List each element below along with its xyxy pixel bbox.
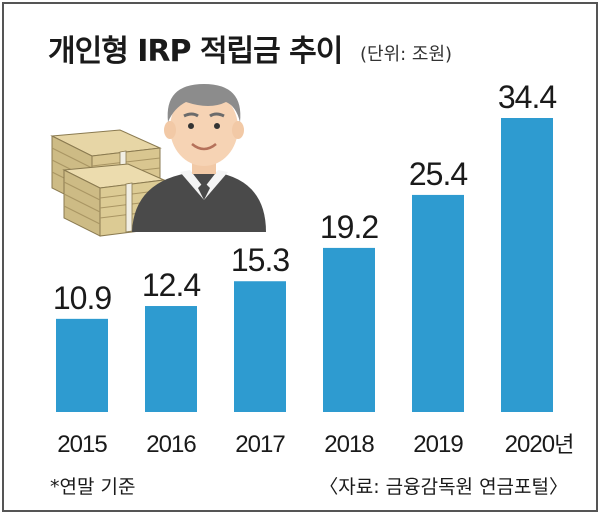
bar-2016 [145, 306, 197, 412]
value-label-2016: 12.4 [142, 267, 200, 303]
x-axis-ticks: 2015 2016 2017 2018 2019 2020년 [57, 431, 574, 458]
tick-unit-suffix: 년 [554, 433, 573, 458]
tick-label-2020: 2020년 [505, 431, 574, 458]
money-stack-icon [50, 129, 166, 237]
bar-chart: 10.9 12.415.319.225.434.4 2015 2016 2017 201… [50, 79, 574, 458]
value-label-2015: 10.9 [53, 280, 111, 316]
businessman-icon [132, 84, 266, 232]
tick-label-2018: 2018 [324, 431, 374, 458]
tick-label-2017: 2017 [235, 431, 285, 458]
value-label-2017: 15.3 [231, 242, 289, 278]
footnote: *연말 기준 [50, 476, 136, 498]
bar-2020 [501, 118, 553, 412]
bars-group [56, 118, 553, 412]
value-label-2019: 25.4 [409, 156, 467, 192]
chart-title: 개인형 IRP 적립금 추이 [48, 34, 343, 69]
source-note: 〈자료: 금융감독원 연금포털〉 [319, 476, 568, 498]
tick-label-2015: 2015 [57, 431, 107, 458]
value-label-2020: 34.4 [498, 79, 556, 115]
value-labels-group: 10.9 12.4 15.3 19.2 25.4 34.4 [53, 79, 557, 316]
unit-label: (단위: 조원) [360, 44, 453, 65]
tick-label-2019: 2019 [413, 431, 463, 458]
bar-2017 [234, 281, 286, 412]
tick-label-2016: 2016 [146, 431, 196, 458]
bar-2019 [412, 194, 464, 412]
value-label-2018: 19.2 [320, 209, 378, 245]
bar-2015 [56, 318, 108, 412]
bar-2018 [323, 247, 375, 412]
